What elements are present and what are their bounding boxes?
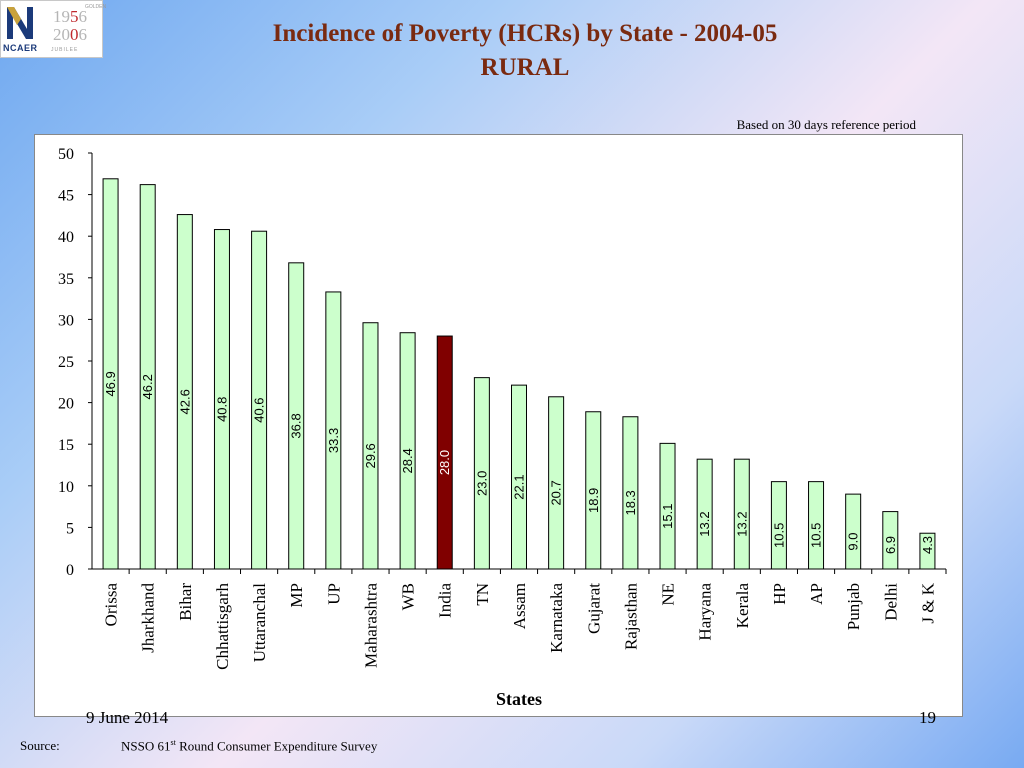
bar bbox=[176, 214, 193, 570]
bar bbox=[399, 332, 416, 570]
bar bbox=[325, 291, 342, 570]
ncaer-logo: NCAER GOLDEN 1956 2006 JUBILEE bbox=[0, 0, 107, 58]
bar bbox=[251, 230, 268, 570]
x-tick-label: Uttaranchal bbox=[250, 583, 269, 663]
logo-org-name: NCAER bbox=[3, 43, 38, 53]
bar bbox=[473, 377, 490, 570]
bar-chart: 0 5 10 15 20 25 30 35 40 45 50 46.9 Orissa 46.2 Jharkh… bbox=[58, 146, 947, 709]
y-tick-label: 25 bbox=[58, 354, 74, 371]
chart-container: 0 5 10 15 20 25 30 35 40 45 50 46.9 Orissa 46.2 Jharkh… bbox=[34, 134, 963, 717]
bar bbox=[622, 416, 639, 570]
data-label: 4.3 bbox=[920, 536, 935, 554]
data-label: 40.6 bbox=[252, 397, 267, 422]
logo-year-start: 1956 bbox=[53, 7, 87, 26]
y-tick-label: 30 bbox=[58, 312, 74, 329]
slide-page-number: 19 bbox=[919, 708, 936, 727]
bar bbox=[288, 262, 305, 570]
x-tick-label: NE bbox=[659, 583, 678, 606]
data-label: 22.1 bbox=[512, 474, 527, 499]
source-text: NSSO 61st Round Consumer Expenditure Sur… bbox=[121, 738, 378, 754]
x-tick-label: Rajasthan bbox=[621, 583, 640, 651]
data-label: 13.2 bbox=[697, 511, 712, 536]
bar bbox=[362, 322, 379, 570]
logo-golden-text: GOLDEN bbox=[85, 4, 107, 10]
bar bbox=[548, 396, 565, 570]
x-tick-label: Delhi bbox=[881, 583, 900, 621]
logo-jubilee-text: JUBILEE bbox=[51, 47, 79, 53]
bar bbox=[659, 442, 676, 570]
x-tick-label: HP bbox=[770, 583, 789, 605]
source-label: Source: bbox=[20, 738, 60, 753]
x-tick-label: TN bbox=[473, 583, 492, 606]
data-label: 18.3 bbox=[623, 490, 638, 515]
data-label: 13.2 bbox=[734, 511, 749, 536]
bar bbox=[511, 384, 527, 570]
x-tick-label: UP bbox=[324, 583, 343, 605]
y-tick-label: 15 bbox=[58, 437, 74, 454]
bar bbox=[808, 481, 825, 570]
bar bbox=[436, 335, 453, 570]
bar bbox=[213, 229, 230, 570]
bar bbox=[585, 411, 602, 570]
data-label: 10.5 bbox=[809, 523, 824, 548]
x-tick-label: J & K bbox=[918, 582, 937, 623]
data-label: 15.1 bbox=[660, 504, 675, 529]
data-label: 42.6 bbox=[177, 389, 192, 414]
logo-year-end: 2006 bbox=[53, 25, 87, 44]
y-tick-label: 45 bbox=[58, 188, 74, 205]
y-tick-label: 50 bbox=[58, 146, 74, 163]
data-label: 10.5 bbox=[771, 523, 786, 548]
bar bbox=[139, 184, 156, 570]
data-label: 33.3 bbox=[326, 428, 341, 453]
bar bbox=[733, 458, 750, 570]
bar bbox=[845, 493, 862, 570]
data-label: 20.7 bbox=[549, 480, 564, 505]
x-tick-label: Chhattisgarh bbox=[213, 583, 232, 670]
data-label: 29.6 bbox=[363, 443, 378, 468]
ncaer-n-mark-icon bbox=[7, 7, 33, 39]
x-tick-label: Kerala bbox=[733, 583, 752, 629]
data-label: 6.9 bbox=[883, 536, 898, 554]
y-tick-label: 35 bbox=[58, 271, 74, 288]
x-tick-label: Bihar bbox=[176, 583, 195, 621]
data-label: 36.8 bbox=[289, 413, 304, 438]
bar bbox=[102, 178, 119, 570]
data-label: 23.0 bbox=[474, 471, 489, 496]
reference-period-note: Based on 30 days reference period bbox=[736, 117, 916, 132]
y-tick-label: 5 bbox=[66, 520, 74, 537]
y-tick-label: 20 bbox=[58, 396, 74, 413]
x-tick-label: Jharkhand bbox=[139, 583, 158, 653]
bar bbox=[882, 511, 899, 570]
data-label: 9.0 bbox=[846, 533, 861, 551]
data-label: 46.9 bbox=[103, 371, 118, 396]
y-tick-label: 10 bbox=[58, 479, 74, 496]
x-tick-label: MP bbox=[287, 583, 306, 608]
data-label: 46.2 bbox=[140, 374, 155, 399]
data-label: 40.8 bbox=[214, 397, 229, 422]
x-tick-label: WB bbox=[399, 583, 418, 610]
data-label: 28.4 bbox=[400, 448, 415, 473]
x-tick-label: Assam bbox=[510, 583, 529, 629]
bar bbox=[919, 532, 936, 570]
x-tick-label: Orissa bbox=[102, 583, 121, 627]
x-axis-title: States bbox=[496, 689, 542, 709]
slide-title: Incidence of Poverty (HCRs) by State - 2… bbox=[272, 20, 778, 47]
x-tick-label: India bbox=[436, 583, 455, 618]
x-tick-label: Maharashtra bbox=[361, 583, 380, 668]
x-tick-label: Punjab bbox=[844, 583, 863, 630]
x-tick-label: AP bbox=[807, 583, 826, 605]
data-label: 28.0 bbox=[437, 450, 452, 475]
slide-subtitle: RURAL bbox=[480, 54, 570, 81]
y-tick-label: 0 bbox=[66, 562, 74, 579]
bar bbox=[696, 458, 713, 570]
data-label: 18.9 bbox=[586, 488, 601, 513]
x-tick-label: Karnataka bbox=[547, 583, 566, 653]
x-tick-label: Haryana bbox=[696, 583, 715, 641]
bar bbox=[770, 481, 787, 570]
slide-date: 9 June 2014 bbox=[86, 708, 169, 727]
x-tick-label: Gujarat bbox=[584, 583, 603, 634]
y-tick-label: 40 bbox=[58, 229, 74, 246]
